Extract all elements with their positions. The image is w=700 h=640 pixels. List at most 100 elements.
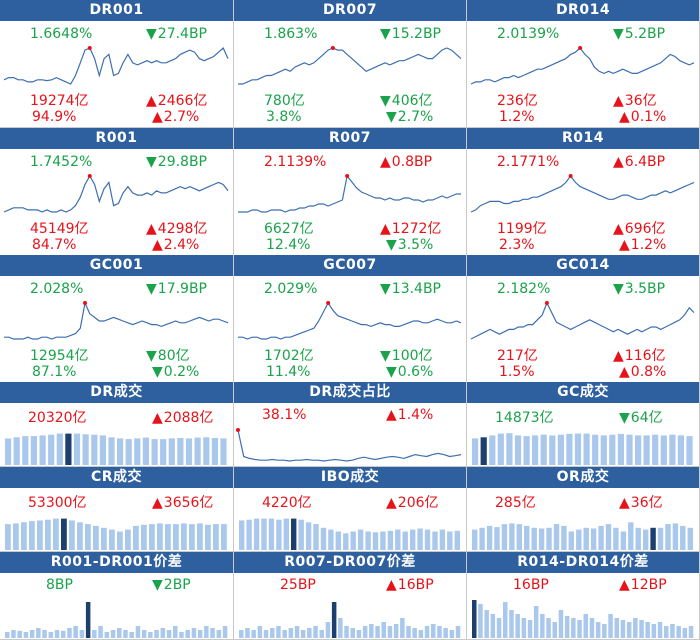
- r001-dr001-bar: [5, 632, 10, 638]
- cr-bar: [205, 524, 211, 550]
- dr-bar: [211, 438, 218, 465]
- r001-dr001-bar: [148, 632, 153, 638]
- or-bar: [516, 524, 522, 550]
- r014-dr014-panel: R014-DR014价差 16BP 12BP: [467, 552, 700, 640]
- dr014-panel: DR014 2.0139% 5.2BP 236亿 36亿 1.2% 0.1%: [467, 0, 700, 128]
- dr007-share-change: 2.7%: [386, 109, 434, 125]
- r001-rate-change: 29.8BP: [146, 154, 207, 170]
- or-bar: [524, 525, 530, 550]
- r007-title: R007: [234, 128, 466, 149]
- or-bar: [643, 529, 649, 550]
- or-title: OR成交: [467, 467, 699, 488]
- ibo-bar: [350, 531, 356, 550]
- cr-bar: [21, 522, 27, 550]
- gc007-volume: 1702亿: [264, 348, 314, 364]
- gc001-panel: GC001 2.028% 17.9BP 12954亿 80亿 87.1% 0.2%: [0, 255, 234, 383]
- cr-bar: [213, 524, 219, 550]
- ibo-bar: [283, 518, 289, 550]
- r014-dr014-bar: [515, 614, 520, 638]
- cr-bar: [189, 524, 195, 550]
- r001-dr001-bar: [185, 630, 190, 638]
- ibo-bar: [454, 530, 460, 550]
- r001-dr001-bar: [135, 626, 141, 638]
- gc001-rate-change: 17.9BP: [146, 281, 207, 297]
- gc-bar: [523, 436, 530, 465]
- r007-dr007-value: 25BP: [280, 577, 316, 593]
- gc-value: 14873亿: [495, 410, 554, 426]
- ibo-bar: [291, 518, 297, 550]
- ibo-bar: [380, 531, 386, 550]
- r001-dr001-bar: [17, 630, 22, 638]
- r014-dr014-bar: [639, 620, 644, 638]
- gc-bar: [549, 435, 556, 465]
- r014-dr014-change: 12BP: [619, 577, 667, 593]
- dr014-volume: 236亿: [497, 93, 538, 109]
- dr001-peak-point: [87, 46, 92, 50]
- r014-dr014-bar: [564, 616, 570, 638]
- r014-share-change: 1.2%: [619, 237, 667, 253]
- r007-dr007-bar: [239, 630, 244, 638]
- ibo-bar: [372, 532, 379, 550]
- or-bar: [568, 531, 574, 550]
- or-bar: [538, 528, 545, 550]
- gc-bar: [472, 438, 479, 465]
- cr-bar: [133, 525, 139, 550]
- cr-panel: CR成交 53300亿 3656亿: [0, 467, 234, 552]
- dr-bar: [48, 434, 55, 465]
- gc001-volume-change: 80亿: [146, 345, 190, 365]
- r001-dr001-bar: [110, 630, 116, 638]
- or-bar: [628, 522, 634, 550]
- gc-bar: [652, 434, 659, 465]
- r007-dr007-bar: [270, 628, 275, 638]
- gc001-share: 87.1%: [32, 364, 77, 380]
- r014-dr014-value: 16BP: [513, 577, 549, 593]
- gc014-panel: GC014 2.182% 3.5BP 217亿 116亿 1.5% 0.8%: [467, 255, 700, 383]
- r014-rate: 2.1771%: [497, 154, 560, 170]
- r007-dr007-bar: [375, 626, 380, 638]
- or-value: 285亿: [495, 495, 536, 511]
- ibo-bar: [253, 518, 260, 550]
- dr-value: 38.1%: [262, 407, 307, 423]
- gc001-rate: 2.028%: [30, 281, 84, 297]
- r001-dr001-bar: [54, 630, 60, 638]
- r014-dr014-bar: [509, 610, 514, 638]
- r007-dr007-bar: [245, 628, 250, 638]
- cr-bar: [77, 522, 83, 550]
- r014-rate-change: 6.4BP: [613, 154, 665, 170]
- gc-panel: GC成交 14873亿 64亿: [467, 382, 700, 467]
- cr-bar: [5, 524, 11, 550]
- r001-dr001-bar: [166, 630, 172, 638]
- r007-dr007-bar: [406, 626, 411, 638]
- cr-value: 53300亿: [28, 495, 87, 511]
- gc-bar: [609, 434, 616, 465]
- dr-title: DR成交: [0, 382, 233, 403]
- r014-dr014-bar: [540, 614, 545, 638]
- r007-dr007-bar: [300, 630, 306, 638]
- or-bar: [605, 524, 612, 550]
- r007-dr007-bar: [412, 628, 417, 638]
- dr001-panel: DR001 1.6648% 27.4BP 19274亿 2466亿 94.9% 2.7%: [0, 0, 234, 128]
- dr014-volume-change: 36亿: [613, 90, 657, 110]
- gc-bar: [489, 435, 496, 465]
- gc014-share: 1.5%: [499, 364, 535, 380]
- r007-dr007-bar-chart: [239, 602, 461, 638]
- or-bar: [576, 529, 582, 550]
- r001-dr001-bar: [191, 628, 197, 638]
- r001-dr001-bar: [48, 632, 54, 638]
- cr-bar: [157, 523, 163, 550]
- dr-bar: [151, 439, 158, 465]
- gc014-peak-point: [544, 301, 549, 305]
- gc001-volume: 12954亿: [30, 348, 89, 364]
- or-change: 36亿: [619, 492, 663, 512]
- r014-dr014-bar: [496, 618, 502, 638]
- ibo-bar: [298, 519, 304, 550]
- r014-dr014-bar: [688, 626, 694, 638]
- r014-dr014-bar: [589, 618, 595, 638]
- dr014-rate: 2.0139%: [497, 26, 560, 42]
- r007-dr007-title: R007-DR007价差: [234, 552, 466, 573]
- gc-bar: [540, 434, 547, 465]
- ibo-bar: [395, 529, 401, 550]
- r014-dr014-bar: [676, 626, 681, 638]
- or-bar: [672, 523, 679, 550]
